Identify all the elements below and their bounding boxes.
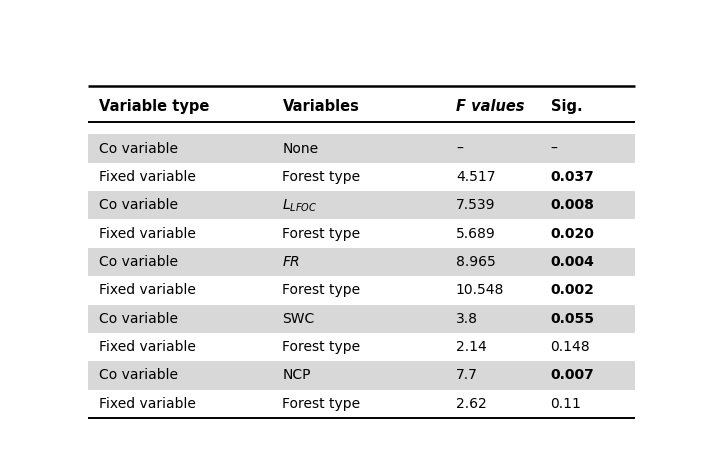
- Text: SWC: SWC: [282, 312, 315, 326]
- Bar: [88, 361, 635, 390]
- Text: Fixed variable: Fixed variable: [99, 170, 196, 184]
- Text: FR: FR: [282, 255, 300, 269]
- Bar: [88, 163, 635, 191]
- Text: F values: F values: [456, 99, 525, 114]
- Text: Co variable: Co variable: [99, 312, 178, 326]
- Text: Fixed variable: Fixed variable: [99, 283, 196, 297]
- Text: Fixed variable: Fixed variable: [99, 226, 196, 240]
- Text: 0.148: 0.148: [551, 340, 590, 354]
- Text: Sig.: Sig.: [551, 99, 582, 114]
- Bar: [88, 333, 635, 361]
- Text: Co variable: Co variable: [99, 142, 178, 156]
- Text: 2.62: 2.62: [456, 397, 486, 411]
- Text: 0.020: 0.020: [551, 226, 594, 240]
- Bar: [88, 135, 635, 163]
- Text: Co variable: Co variable: [99, 255, 178, 269]
- Text: None: None: [282, 142, 318, 156]
- Text: 0.002: 0.002: [551, 283, 594, 297]
- Text: Fixed variable: Fixed variable: [99, 397, 196, 411]
- Text: 3.8: 3.8: [456, 312, 478, 326]
- Text: –: –: [456, 142, 463, 156]
- Text: –: –: [551, 142, 558, 156]
- Text: Forest type: Forest type: [282, 170, 361, 184]
- Text: Fixed variable: Fixed variable: [99, 340, 196, 354]
- Text: 0.037: 0.037: [551, 170, 594, 184]
- Text: 7.539: 7.539: [456, 199, 496, 212]
- Text: 0.055: 0.055: [551, 312, 594, 326]
- Text: Forest type: Forest type: [282, 283, 361, 297]
- Text: 8.965: 8.965: [456, 255, 496, 269]
- Bar: [88, 304, 635, 333]
- Text: 10.548: 10.548: [456, 283, 504, 297]
- Text: 5.689: 5.689: [456, 226, 496, 240]
- Text: 7.7: 7.7: [456, 369, 478, 383]
- Text: Co variable: Co variable: [99, 369, 178, 383]
- Text: Co variable: Co variable: [99, 199, 178, 212]
- Text: Variable type: Variable type: [99, 99, 210, 114]
- Text: NCP: NCP: [282, 369, 311, 383]
- Text: 0.004: 0.004: [551, 255, 594, 269]
- Text: $\mathit{L}_{LFOC}$: $\mathit{L}_{LFOC}$: [282, 197, 318, 213]
- Text: 2.14: 2.14: [456, 340, 486, 354]
- Bar: [88, 191, 635, 219]
- Text: Forest type: Forest type: [282, 397, 361, 411]
- Bar: [88, 390, 635, 418]
- Text: Forest type: Forest type: [282, 340, 361, 354]
- Text: 0.007: 0.007: [551, 369, 594, 383]
- Bar: [88, 219, 635, 248]
- Text: 4.517: 4.517: [456, 170, 496, 184]
- Bar: [88, 248, 635, 276]
- Text: 0.11: 0.11: [551, 397, 582, 411]
- Bar: [88, 276, 635, 304]
- Text: Forest type: Forest type: [282, 226, 361, 240]
- Text: 0.008: 0.008: [551, 199, 594, 212]
- Text: Variables: Variables: [282, 99, 359, 114]
